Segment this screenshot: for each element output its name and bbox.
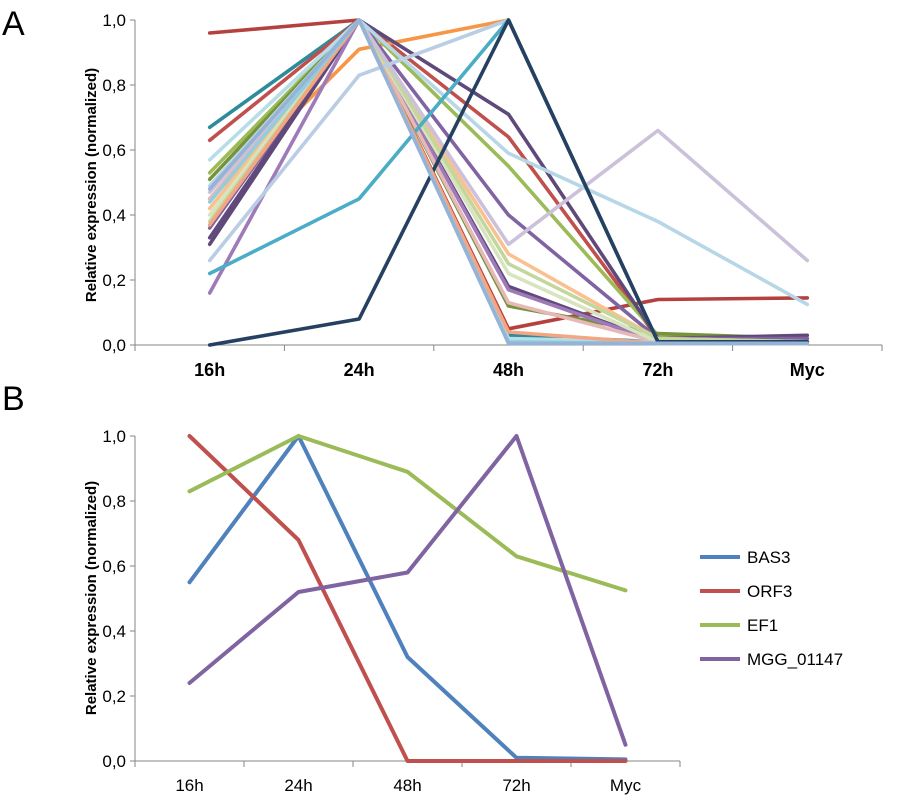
panel-b-axes [130, 435, 681, 767]
series-line-orf3 [187, 434, 628, 763]
panel-b-y-tick-labels: 0,0 0,2 0,4 0,6 0,8 1,0 [102, 427, 126, 771]
y-tick-label: 0,2 [102, 687, 126, 706]
panel-a-y-tick-labels: 0,0 0,2 0,4 0,6 0,8 1,0 [102, 11, 126, 355]
y-tick-label: 0,0 [102, 752, 126, 771]
y-tick-label: 0,2 [102, 271, 126, 290]
y-tick-label: 0,8 [102, 492, 126, 511]
panel-a-x-tick-labels: 16h 24h 48h 72h Myc [194, 360, 825, 380]
panel-b-series-lines [187, 434, 628, 763]
x-tick-label: 24h [284, 776, 312, 795]
series-line-16 [207, 18, 810, 263]
x-tick-label: 48h [393, 776, 421, 795]
panel-a-chart: A Relative expression (normalized) 0,00,… [2, 5, 883, 380]
y-tick-label: 0,8 [102, 76, 126, 95]
x-tick-label: Myc [610, 776, 642, 795]
x-tick-label: 72h [642, 360, 673, 380]
x-tick-label: 24h [344, 360, 375, 380]
x-tick-label: Myc [790, 360, 825, 380]
panel-a-y-axis-label: Relative expression (normalized) [83, 68, 100, 302]
panel-b-x-tick-labels: 16h 24h 48h 72h Myc [175, 776, 641, 795]
series-line-23 [207, 18, 810, 346]
panel-b-chart: B Relative expression (normalized) 0,00,… [2, 380, 843, 795]
legend-label: ORF3 [747, 582, 792, 601]
y-tick-label: 1,0 [102, 427, 126, 446]
y-tick-label: 1,0 [102, 11, 126, 30]
y-tick-label: 0,4 [102, 622, 126, 641]
series-line-bas3 [187, 434, 628, 762]
panel-b-y-axis-label: Relative expression (normalized) [83, 481, 100, 715]
x-tick-label: 48h [493, 360, 524, 380]
panel-b-legend: BAS3 ORF3 EF1 MGG_01147 [700, 548, 843, 669]
y-tick-label: 0,6 [102, 141, 126, 160]
x-tick-label: 16h [175, 776, 203, 795]
panel-b-letter: B [2, 380, 25, 418]
panel-a-series-lines [207, 18, 810, 347]
y-tick-label: 0,4 [102, 206, 126, 225]
panel-a-letter: A [2, 5, 25, 43]
x-tick-label: 16h [194, 360, 225, 380]
legend-label: EF1 [747, 616, 778, 635]
x-tick-label: 72h [502, 776, 530, 795]
y-tick-label: 0,0 [102, 336, 126, 355]
series-line-mgg_01147 [187, 434, 628, 747]
legend-label: MGG_01147 [747, 650, 843, 669]
legend-label: BAS3 [747, 548, 790, 567]
series-line-ef1 [187, 434, 628, 593]
y-tick-label: 0,6 [102, 557, 126, 576]
